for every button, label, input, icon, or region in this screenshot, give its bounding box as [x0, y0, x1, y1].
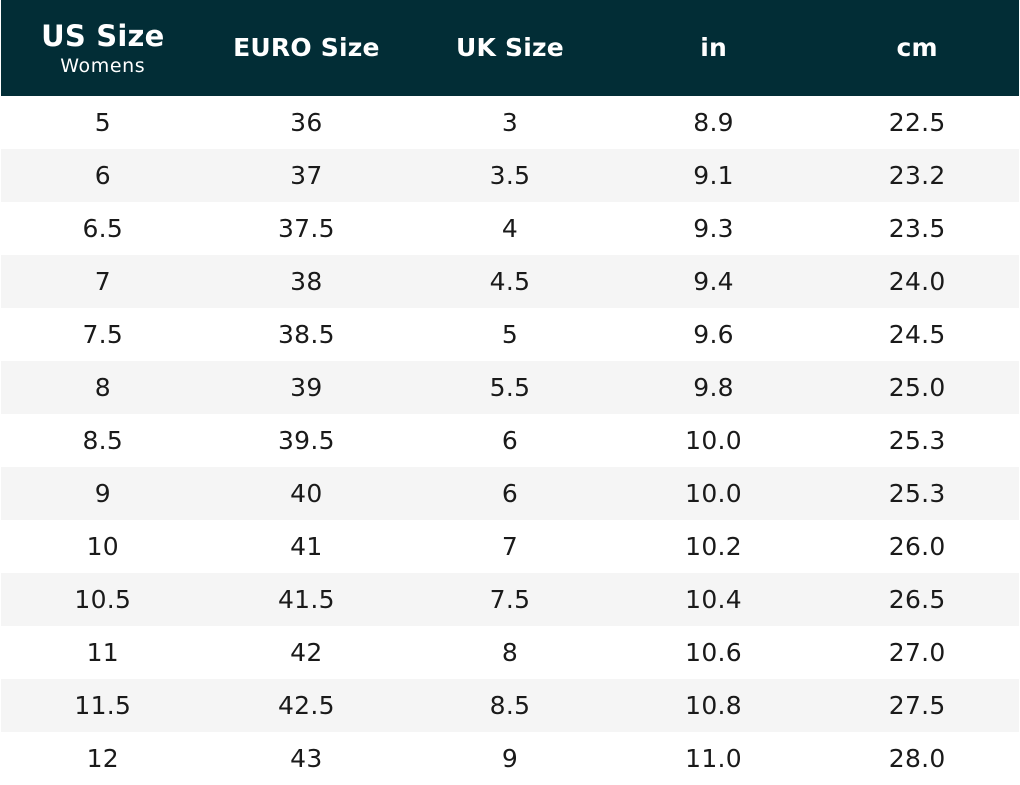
- table-cell-uk-size: 3.5: [489, 161, 531, 190]
- header-centimeters: cm: [815, 0, 1019, 96]
- table-cell-us-size: 7.5: [82, 320, 124, 349]
- table-cell-uk-size: 7.5: [489, 585, 531, 614]
- table-header-row: US Size Womens EURO Size UK Size in cm: [1, 0, 1019, 96]
- header-euro-size: EURO Size: [205, 0, 409, 96]
- table-cell-uk-size: 6: [501, 426, 519, 455]
- table-row: 8 39 5.5 9.8 25.0: [1, 361, 1019, 414]
- table-cell-euro-size: 36: [290, 108, 323, 137]
- table-cell-centimeters: 22.5: [888, 108, 946, 137]
- table-row: 7 38 4.5 9.4 24.0: [1, 255, 1019, 308]
- table-cell-centimeters: 25.0: [888, 373, 946, 402]
- table-cell-euro-size: 42.5: [277, 691, 335, 720]
- table-cell-centimeters: 25.3: [888, 479, 946, 508]
- table-row: 11 42 8 10.6 27.0: [1, 626, 1019, 679]
- table-cell-euro-size: 42: [290, 638, 323, 667]
- table-cell-us-size: 10: [86, 532, 119, 561]
- table-cell-centimeters: 27.5: [888, 691, 946, 720]
- table-cell-inches: 11.0: [685, 744, 743, 773]
- table-row: 10.5 41.5 7.5 10.4 26.5: [1, 573, 1019, 626]
- table-cell-centimeters: 24.5: [888, 320, 946, 349]
- table-cell-euro-size: 39: [290, 373, 323, 402]
- table-cell-uk-size: 4.5: [489, 267, 531, 296]
- table-cell-euro-size: 40: [290, 479, 323, 508]
- table-cell-euro-size: 43: [290, 744, 323, 773]
- header-euro-size-label: EURO Size: [233, 33, 380, 62]
- table-row: 5 36 3 8.9 22.5: [1, 96, 1019, 149]
- table-cell-centimeters: 23.2: [888, 161, 946, 190]
- table-cell-euro-size: 38.5: [277, 320, 335, 349]
- table-cell-centimeters: 24.0: [888, 267, 946, 296]
- table-cell-euro-size: 41.5: [277, 585, 335, 614]
- table-cell-uk-size: 8: [501, 638, 519, 667]
- table-row: 10 41 7 10.2 26.0: [1, 520, 1019, 573]
- table-cell-centimeters: 23.5: [888, 214, 946, 243]
- table-cell-inches: 10.4: [685, 585, 743, 614]
- table-cell-uk-size: 8.5: [489, 691, 531, 720]
- table-cell-centimeters: 28.0: [888, 744, 946, 773]
- table-cell-uk-size: 3: [501, 108, 519, 137]
- table-cell-uk-size: 9: [501, 744, 519, 773]
- table-cell-centimeters: 25.3: [888, 426, 946, 455]
- table-cell-us-size: 9: [94, 479, 111, 508]
- table-cell-uk-size: 4: [501, 214, 519, 243]
- header-uk-size-label: UK Size: [456, 33, 564, 62]
- table-row: 7.5 38.5 5 9.6 24.5: [1, 308, 1019, 361]
- table-cell-us-size: 7: [94, 267, 111, 296]
- header-uk-size: UK Size: [408, 0, 612, 96]
- table-cell-inches: 8.9: [693, 108, 734, 137]
- table-cell-inches: 10.2: [685, 532, 743, 561]
- table-cell-centimeters: 26.5: [888, 585, 946, 614]
- table-cell-us-size: 12: [86, 744, 119, 773]
- table-cell-centimeters: 27.0: [888, 638, 946, 667]
- table-cell-us-size: 10.5: [74, 585, 132, 614]
- table-cell-inches: 10.8: [685, 691, 743, 720]
- table-cell-uk-size: 7: [501, 532, 519, 561]
- table-cell-euro-size: 37: [290, 161, 323, 190]
- table-row: 12 43 9 11.0 28.0: [1, 732, 1019, 785]
- header-inches-label: in: [700, 33, 727, 62]
- table-cell-inches: 10.0: [685, 426, 743, 455]
- table-cell-inches: 10.0: [685, 479, 743, 508]
- table-cell-uk-size: 5.5: [489, 373, 531, 402]
- table-row: 8.5 39.5 6 10.0 25.3: [1, 414, 1019, 467]
- table-cell-euro-size: 38: [290, 267, 323, 296]
- table-cell-us-size: 5: [94, 108, 111, 137]
- table-cell-inches: 9.8: [693, 373, 734, 402]
- table-cell-inches: 9.4: [693, 267, 734, 296]
- table-cell-centimeters: 26.0: [888, 532, 946, 561]
- table-row: 11.5 42.5 8.5 10.8 27.5: [1, 679, 1019, 732]
- table-row: 6 37 3.5 9.1 23.2: [1, 149, 1019, 202]
- table-row: 9 40 6 10.0 25.3: [1, 467, 1019, 520]
- table-cell-euro-size: 39.5: [277, 426, 335, 455]
- table-cell-us-size: 8: [94, 373, 111, 402]
- table-cell-inches: 9.3: [693, 214, 734, 243]
- table-cell-euro-size: 37.5: [277, 214, 335, 243]
- header-inches: in: [612, 0, 816, 96]
- table-cell-inches: 9.1: [693, 161, 734, 190]
- header-us-size-sublabel: Womens: [60, 55, 146, 77]
- table-cell-uk-size: 6: [501, 479, 519, 508]
- table-cell-us-size: 8.5: [82, 426, 124, 455]
- header-us-size: US Size Womens: [1, 0, 205, 96]
- table-cell-euro-size: 41: [290, 532, 323, 561]
- table-row: 6.5 37.5 4 9.3 23.5: [1, 202, 1019, 255]
- table-cell-inches: 10.6: [685, 638, 743, 667]
- table-cell-uk-size: 5: [501, 320, 519, 349]
- table-cell-us-size: 6: [94, 161, 111, 190]
- table-body: 5 36 3 8.9 22.5 6 37 3.5 9.1 23.2 6.5 37.5 4 9.3 23.5 7…: [1, 96, 1019, 785]
- header-us-size-label: US Size: [41, 19, 165, 53]
- table-cell-us-size: 11: [86, 638, 119, 667]
- table-cell-us-size: 11.5: [74, 691, 132, 720]
- header-centimeters-label: cm: [896, 33, 938, 62]
- table-cell-inches: 9.6: [693, 320, 734, 349]
- table-cell-us-size: 6.5: [82, 214, 124, 243]
